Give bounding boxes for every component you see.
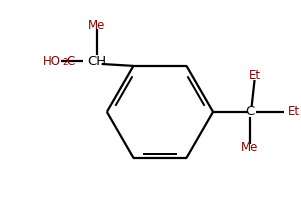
Text: Me: Me	[241, 141, 259, 154]
Text: Et: Et	[249, 69, 261, 82]
Text: HO: HO	[43, 54, 61, 67]
Text: CH: CH	[87, 54, 106, 67]
Text: 2: 2	[62, 58, 68, 67]
Text: C: C	[245, 105, 254, 118]
Text: Et: Et	[288, 105, 300, 118]
Text: Me: Me	[88, 19, 105, 32]
Text: C: C	[67, 54, 75, 67]
